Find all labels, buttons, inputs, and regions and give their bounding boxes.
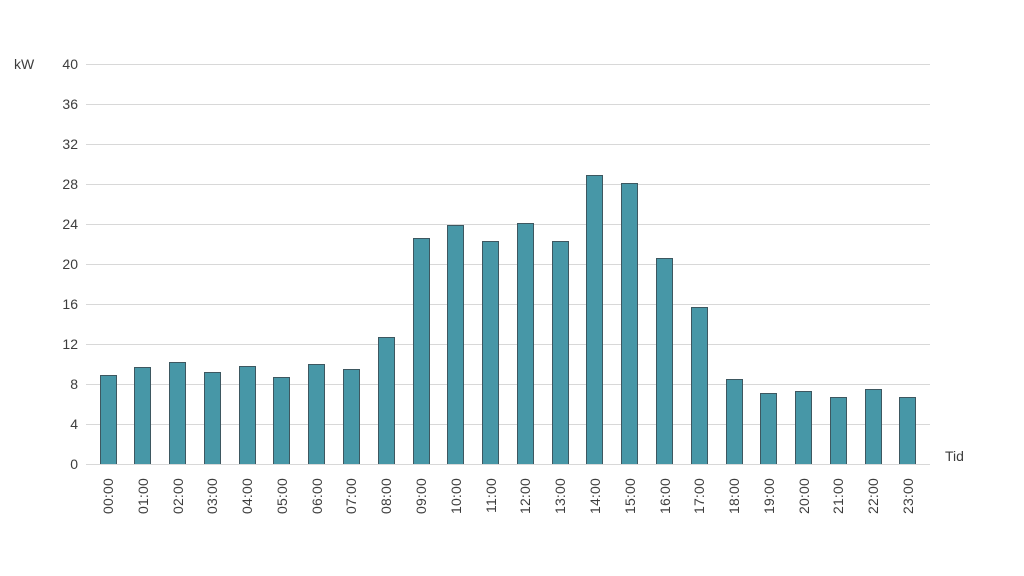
y-axis-tick-label: 36	[62, 96, 78, 112]
bar	[134, 367, 152, 464]
bar	[656, 258, 674, 464]
bar	[760, 393, 778, 464]
x-axis-tick-label: 03:00	[204, 478, 221, 515]
gridline	[86, 264, 930, 265]
x-axis-tick-label: 13:00	[552, 478, 569, 515]
gridline	[86, 224, 930, 225]
gridline	[86, 424, 930, 425]
x-axis-tick-label: 02:00	[169, 478, 186, 515]
gridline	[86, 184, 930, 185]
bar	[377, 337, 395, 464]
y-axis-tick-label: 20	[62, 256, 78, 272]
x-axis-tick-label: 16:00	[656, 478, 673, 515]
y-axis-tick-label: 4	[70, 416, 78, 432]
bar	[447, 225, 465, 464]
bar	[829, 397, 847, 464]
gridline	[86, 344, 930, 345]
bar	[308, 364, 326, 464]
bar	[725, 379, 743, 464]
gridline	[86, 144, 930, 145]
x-axis-tick-label: 07:00	[343, 478, 360, 515]
bar	[273, 377, 291, 464]
x-axis-tick-label: 05:00	[273, 478, 290, 515]
x-axis-tick-label: 04:00	[239, 478, 256, 515]
x-axis-tick-label: 15:00	[621, 478, 638, 515]
gridline	[86, 464, 930, 465]
x-axis-tick-label: 23:00	[899, 478, 916, 515]
bar	[899, 397, 917, 464]
x-axis-tick-label: 11:00	[482, 478, 499, 513]
x-axis-tick-label: 00:00	[100, 478, 116, 515]
x-axis-title: Tid	[945, 448, 964, 464]
y-axis-unit-label: kW	[14, 56, 35, 72]
bar	[621, 183, 639, 464]
bar	[864, 389, 882, 464]
gridline	[86, 304, 930, 305]
bar	[551, 241, 569, 464]
x-axis-tick-label: 14:00	[586, 478, 603, 515]
y-axis-tick-label: 32	[62, 136, 78, 152]
y-axis-tick-label: 0	[70, 456, 78, 472]
x-axis-tick-label: 10:00	[447, 478, 464, 515]
x-axis-tick-label: 22:00	[865, 478, 882, 515]
x-axis-tick-label: 21:00	[830, 478, 847, 515]
y-axis-tick-label: 24	[62, 216, 78, 232]
bar	[516, 223, 534, 464]
bar	[795, 391, 813, 464]
bar	[99, 375, 117, 464]
y-axis-tick-label: 16	[62, 296, 78, 312]
gridline	[86, 384, 930, 385]
x-axis-tick-label: 20:00	[795, 478, 812, 515]
x-axis-tick-label: 12:00	[517, 478, 534, 515]
bar	[586, 175, 604, 464]
bar	[482, 241, 500, 464]
bar	[690, 307, 708, 464]
bar	[342, 369, 360, 464]
x-axis-tick-label: 01:00	[134, 478, 151, 515]
y-axis-tick-label: 40	[62, 56, 78, 72]
x-axis-tick-label: 09:00	[413, 478, 430, 515]
bar	[203, 372, 221, 464]
x-axis-tick-label: 18:00	[726, 478, 743, 515]
x-axis-tick-label: 17:00	[691, 478, 708, 515]
y-axis-tick-label: 8	[70, 376, 78, 392]
bar	[412, 238, 430, 464]
x-axis-tick-label: 08:00	[378, 478, 395, 515]
gridline	[86, 64, 930, 65]
gridline	[86, 104, 930, 105]
y-axis-tick-label: 12	[62, 336, 78, 352]
bar	[238, 366, 256, 464]
y-axis-tick-label: 28	[62, 176, 78, 192]
x-axis-tick-label: 06:00	[308, 478, 325, 515]
bar	[169, 362, 187, 464]
x-axis-tick-label: 19:00	[760, 478, 777, 515]
